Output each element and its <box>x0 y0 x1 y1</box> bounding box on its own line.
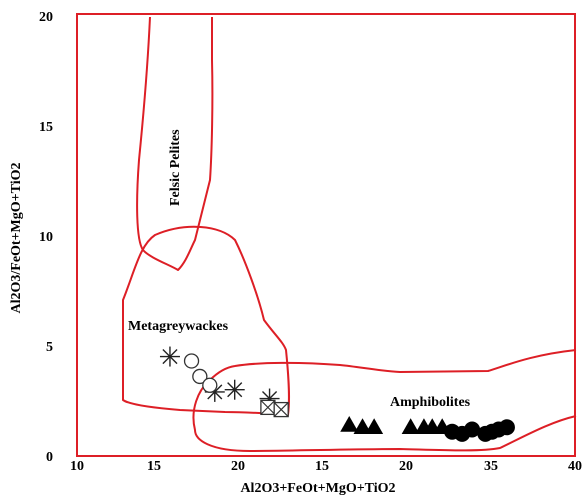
asterisk-marker <box>224 379 245 400</box>
metagreywackes-region-boundary <box>122 225 291 416</box>
asterisk-marker <box>159 346 180 367</box>
data-markers <box>159 346 515 442</box>
x-tick-label: 20 <box>231 459 245 474</box>
x-tick-label: 35 <box>484 459 498 474</box>
metagreywackes-label: Metagreywackes <box>128 319 229 334</box>
y-tick-label: 20 <box>39 10 53 25</box>
triangle-filled-marker <box>353 418 372 435</box>
y-axis-label: Al2O3/FeOt+MgO+TiO2 <box>9 162 24 313</box>
circle-open-marker <box>183 353 200 369</box>
y-tick-label: 5 <box>46 340 53 355</box>
circle-open-marker <box>202 377 218 393</box>
x-tick-label: 15 <box>147 459 161 474</box>
felsic-pelites-region-boundary <box>136 16 214 271</box>
square-cross-marker <box>273 401 289 418</box>
x-tick-label: 10 <box>70 459 84 474</box>
triangle-filled-marker <box>340 416 359 432</box>
plot-frame <box>76 13 576 457</box>
circle-filled-marker <box>498 419 515 436</box>
circle-filled-marker <box>464 421 481 438</box>
x-tick-label: 40 <box>568 459 582 474</box>
square-cross-marker <box>260 399 276 416</box>
x-tick-label: 20 <box>399 459 413 474</box>
amphibolites-label: Amphibolites <box>390 395 471 410</box>
y-tick-label: 10 <box>39 230 53 245</box>
triangle-filled-marker <box>365 418 384 435</box>
circle-open-marker <box>192 368 208 385</box>
y-tick-label: 0 <box>46 450 53 465</box>
x-tick-label: 15 <box>315 459 329 474</box>
felsic-pelites-label: Felsic Pelites <box>168 129 183 206</box>
triangle-filled-marker <box>401 418 420 435</box>
amphibolites-region-boundary <box>192 349 577 452</box>
y-tick-label: 15 <box>39 120 53 135</box>
x-axis-label: Al2O3+FeOt+MgO+TiO2 <box>240 481 395 496</box>
